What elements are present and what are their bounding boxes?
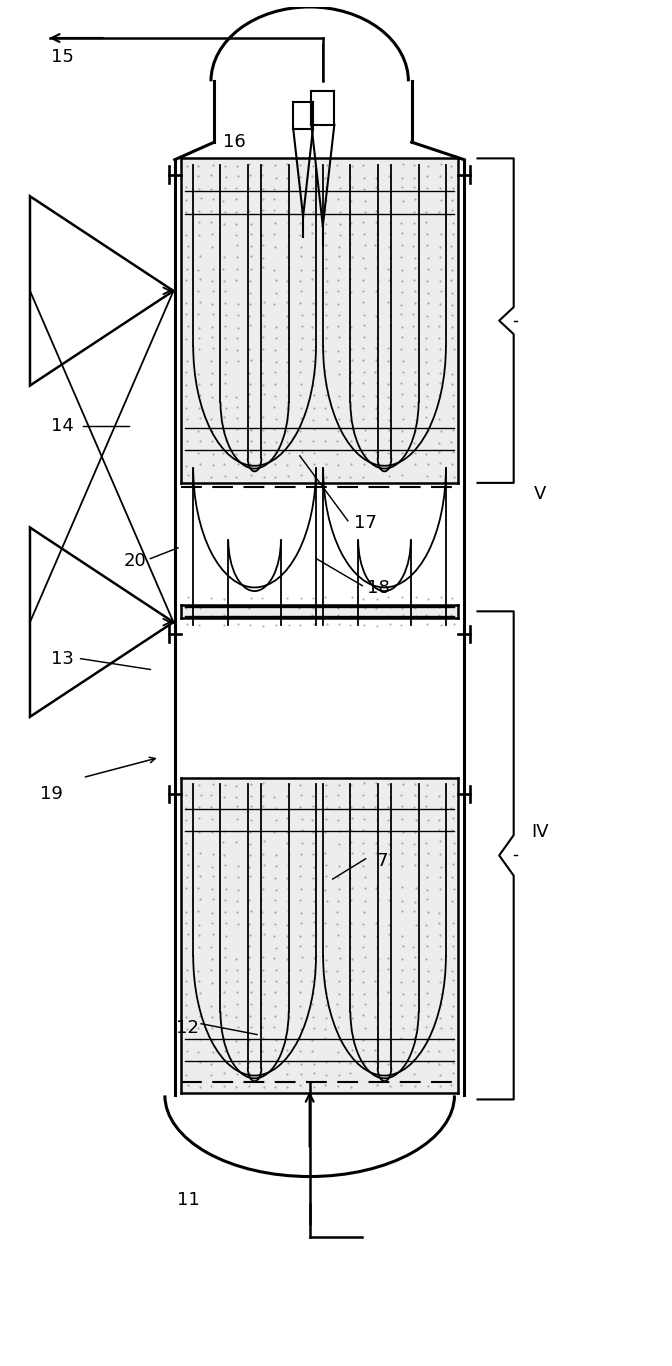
Text: 16: 16 xyxy=(222,133,245,152)
Text: 19: 19 xyxy=(40,785,63,803)
Text: 7: 7 xyxy=(376,852,388,870)
Text: 15: 15 xyxy=(52,48,75,66)
Text: 18: 18 xyxy=(368,579,390,597)
Bar xyxy=(181,777,458,1093)
Text: 12: 12 xyxy=(177,1019,200,1037)
Text: 20: 20 xyxy=(124,552,146,571)
Text: 13: 13 xyxy=(52,650,75,668)
Text: 17: 17 xyxy=(354,515,377,533)
Bar xyxy=(181,158,458,484)
Text: 14: 14 xyxy=(52,417,75,436)
Text: 11: 11 xyxy=(177,1191,200,1209)
Bar xyxy=(181,605,458,617)
Text: IV: IV xyxy=(531,822,549,840)
Text: V: V xyxy=(534,485,546,503)
